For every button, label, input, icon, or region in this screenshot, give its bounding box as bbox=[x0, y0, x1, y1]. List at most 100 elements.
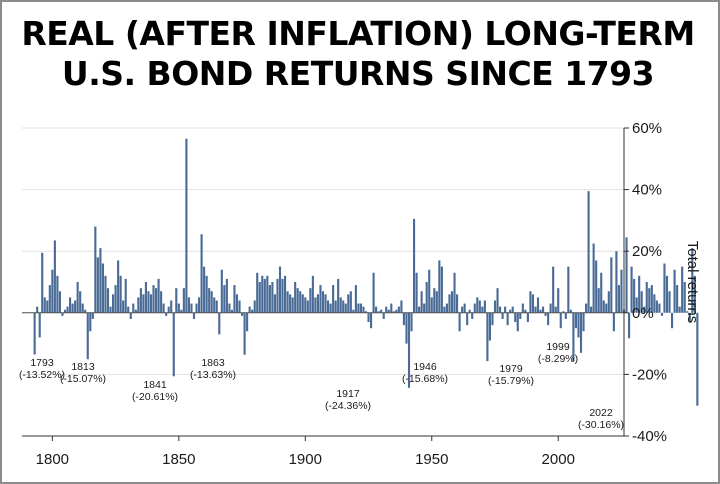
bar bbox=[448, 294, 451, 313]
bar bbox=[557, 288, 560, 313]
bar bbox=[539, 309, 542, 313]
bar bbox=[69, 297, 72, 313]
bar bbox=[129, 312, 132, 319]
bar bbox=[291, 297, 294, 313]
bar bbox=[362, 306, 365, 313]
bar bbox=[139, 288, 142, 313]
bar bbox=[66, 306, 69, 313]
bar bbox=[648, 288, 651, 313]
bar bbox=[382, 312, 385, 319]
bar bbox=[600, 272, 603, 313]
bar bbox=[511, 306, 514, 313]
bar bbox=[149, 294, 153, 313]
bar bbox=[278, 266, 282, 313]
bar bbox=[319, 285, 322, 313]
y-tick-label: 60% bbox=[632, 120, 662, 137]
bar bbox=[230, 309, 233, 313]
bar bbox=[160, 291, 163, 313]
annotation-year: 1917 bbox=[336, 388, 360, 400]
bar bbox=[253, 300, 256, 313]
bar bbox=[74, 300, 77, 313]
x-tick-label: 2000 bbox=[542, 451, 575, 468]
bar bbox=[413, 218, 416, 313]
bar bbox=[43, 297, 46, 313]
bar bbox=[79, 291, 82, 313]
bar bbox=[142, 294, 145, 313]
bar bbox=[337, 278, 340, 313]
bar bbox=[38, 312, 41, 338]
bar bbox=[554, 306, 557, 313]
bar bbox=[655, 300, 658, 313]
bar bbox=[633, 278, 636, 313]
bar bbox=[579, 312, 583, 353]
bar bbox=[203, 266, 206, 313]
bar bbox=[289, 294, 292, 313]
bar bbox=[478, 300, 481, 313]
bar bbox=[36, 306, 39, 313]
bar bbox=[314, 297, 317, 313]
bar bbox=[582, 312, 585, 332]
bar bbox=[367, 312, 370, 323]
bar bbox=[377, 311, 380, 313]
annotation-year: 1979 bbox=[499, 363, 523, 375]
bar bbox=[630, 266, 633, 313]
bar bbox=[605, 303, 608, 313]
bar bbox=[165, 312, 168, 316]
bar bbox=[423, 303, 426, 313]
bar bbox=[109, 306, 112, 313]
bar bbox=[387, 309, 390, 313]
bar bbox=[569, 309, 572, 313]
bar bbox=[663, 263, 666, 313]
bar bbox=[686, 311, 689, 313]
bar bbox=[359, 303, 362, 313]
bar bbox=[187, 297, 190, 313]
bar bbox=[261, 275, 264, 313]
bar bbox=[625, 237, 628, 313]
bar bbox=[691, 248, 694, 313]
bar bbox=[112, 294, 115, 313]
bar bbox=[645, 282, 648, 313]
bar bbox=[676, 285, 679, 313]
bar bbox=[574, 312, 577, 329]
bar bbox=[99, 248, 102, 313]
bar bbox=[410, 312, 413, 332]
bar bbox=[354, 285, 357, 313]
annotation-year: 1841 bbox=[143, 379, 167, 391]
bar bbox=[198, 297, 201, 313]
y-tick-label: 0% bbox=[632, 305, 654, 322]
bar bbox=[607, 291, 610, 313]
bar bbox=[185, 138, 188, 313]
bar bbox=[572, 312, 575, 362]
annotation-year: 1946 bbox=[413, 361, 437, 373]
bar bbox=[162, 303, 165, 313]
bar bbox=[559, 312, 562, 329]
bar bbox=[671, 312, 674, 329]
bar bbox=[258, 282, 261, 313]
bar bbox=[491, 312, 494, 326]
bar bbox=[352, 309, 355, 313]
annotation-value: (-8.29%) bbox=[538, 353, 578, 365]
bar bbox=[86, 312, 89, 360]
bar bbox=[506, 312, 509, 326]
bar bbox=[190, 303, 193, 313]
bar bbox=[147, 291, 150, 313]
bar bbox=[339, 297, 342, 313]
bar bbox=[324, 294, 327, 313]
bar bbox=[210, 291, 213, 313]
bar bbox=[56, 275, 59, 313]
bar bbox=[127, 306, 130, 313]
bar bbox=[466, 312, 469, 326]
bar bbox=[364, 311, 368, 313]
bar bbox=[220, 269, 223, 313]
bar bbox=[357, 303, 360, 313]
bar bbox=[329, 303, 332, 313]
annotation-value: (-13.63%) bbox=[190, 369, 236, 381]
bar bbox=[509, 309, 512, 313]
bar bbox=[119, 275, 122, 313]
bar bbox=[473, 303, 476, 313]
bar bbox=[552, 266, 555, 313]
bar bbox=[134, 309, 137, 313]
bar bbox=[450, 291, 454, 313]
bar bbox=[681, 266, 684, 313]
